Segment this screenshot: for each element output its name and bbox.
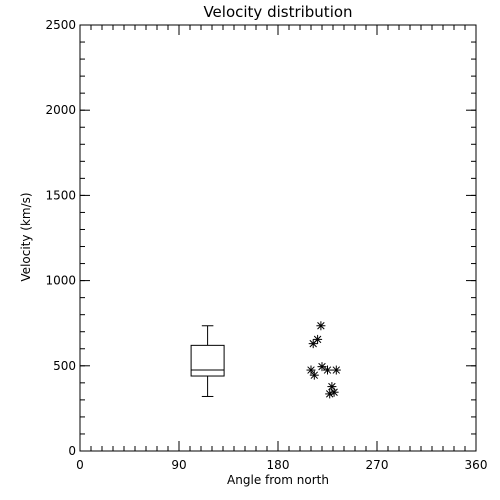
data-point — [313, 334, 323, 344]
iqr-box — [190, 344, 225, 377]
data-point — [331, 365, 341, 375]
y-tick-labels: 0 500 1000 1500 2000 2500 — [45, 18, 76, 458]
data-point — [329, 387, 339, 397]
data-point — [316, 321, 326, 331]
x-axis-label: Angle from north — [227, 473, 329, 487]
x-tick-labels: 0 90 180 270 360 — [76, 458, 487, 472]
data-point — [317, 362, 327, 372]
y-axis-label: Velocity (km/s) — [19, 192, 33, 281]
data-point — [323, 365, 332, 375]
y-tick-label: 1000 — [45, 274, 76, 288]
data-point — [309, 370, 319, 380]
boxplot — [190, 325, 225, 397]
y-tick-label: 500 — [53, 359, 76, 373]
y-tick-label: 1500 — [45, 188, 76, 202]
x-tick-label: 270 — [366, 458, 389, 472]
y-tick-label: 2500 — [45, 18, 76, 32]
x-tick-label: 0 — [76, 458, 84, 472]
x-tick-label: 180 — [267, 458, 290, 472]
y-tick-label: 0 — [68, 444, 76, 458]
y-tick-label: 2000 — [45, 103, 76, 117]
axis-ticks — [79, 24, 477, 452]
chart-title: Velocity distribution — [203, 3, 352, 21]
x-tick-label: 90 — [171, 458, 186, 472]
scatter-points — [306, 321, 341, 399]
plot-frame — [79, 24, 477, 452]
data-point — [306, 365, 316, 375]
x-tick-label: 360 — [465, 458, 488, 472]
